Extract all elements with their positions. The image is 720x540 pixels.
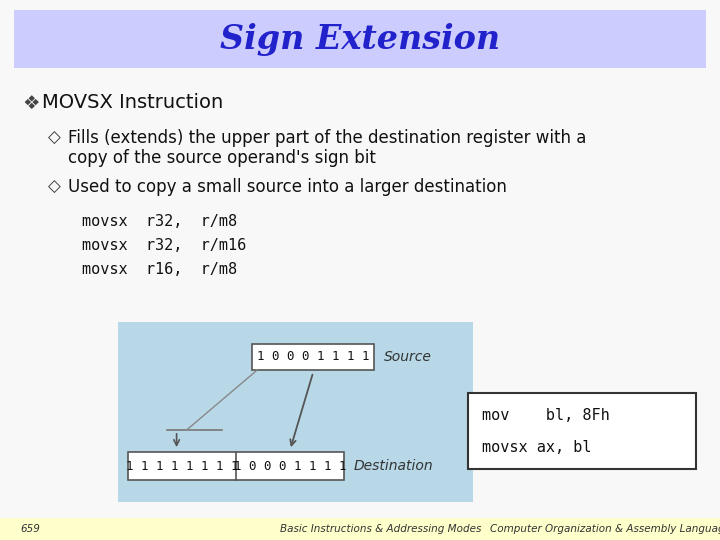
Text: ◇: ◇ [48,129,60,147]
Text: Basic Instructions & Addressing Modes: Basic Instructions & Addressing Modes [280,524,482,534]
Text: ❖: ❖ [22,93,40,112]
Bar [128,452,344,480]
Bar [0,518,720,540]
Text: 659: 659 [20,524,40,534]
Text: 1 0 0 0 1 1 1 1: 1 0 0 0 1 1 1 1 [257,350,369,363]
Text: Source: Source [384,350,432,364]
Bar [468,393,696,469]
Text: movsx  r32,  r/m16: movsx r32, r/m16 [82,239,246,253]
Text: movsx ax, bl: movsx ax, bl [482,440,592,455]
Text: movsx  r32,  r/m8: movsx r32, r/m8 [82,214,237,230]
Text: ◇: ◇ [48,178,60,196]
Text: Destination: Destination [354,459,433,473]
Text: copy of the source operand's sign bit: copy of the source operand's sign bit [68,149,376,167]
Text: MOVSX Instruction: MOVSX Instruction [42,93,223,112]
Bar [118,322,473,502]
Text: Sign Extension: Sign Extension [220,23,500,56]
Text: mov    bl, 8Fh: mov bl, 8Fh [482,408,610,422]
Bar [14,10,706,68]
Text: movsx  r16,  r/m8: movsx r16, r/m8 [82,262,237,278]
Text: 1 0 0 0 1 1 1 1: 1 0 0 0 1 1 1 1 [234,460,346,472]
Text: Used to copy a small source into a larger destination: Used to copy a small source into a large… [68,178,507,196]
Bar [252,344,374,370]
Text: 1 1 1 1 1 1 1 1: 1 1 1 1 1 1 1 1 [126,460,238,472]
Text: Fills (extends) the upper part of the destination register with a: Fills (extends) the upper part of the de… [68,129,586,147]
Text: Computer Organization & Assembly Language Programming Slide: Computer Organization & Assembly Languag… [490,524,720,534]
